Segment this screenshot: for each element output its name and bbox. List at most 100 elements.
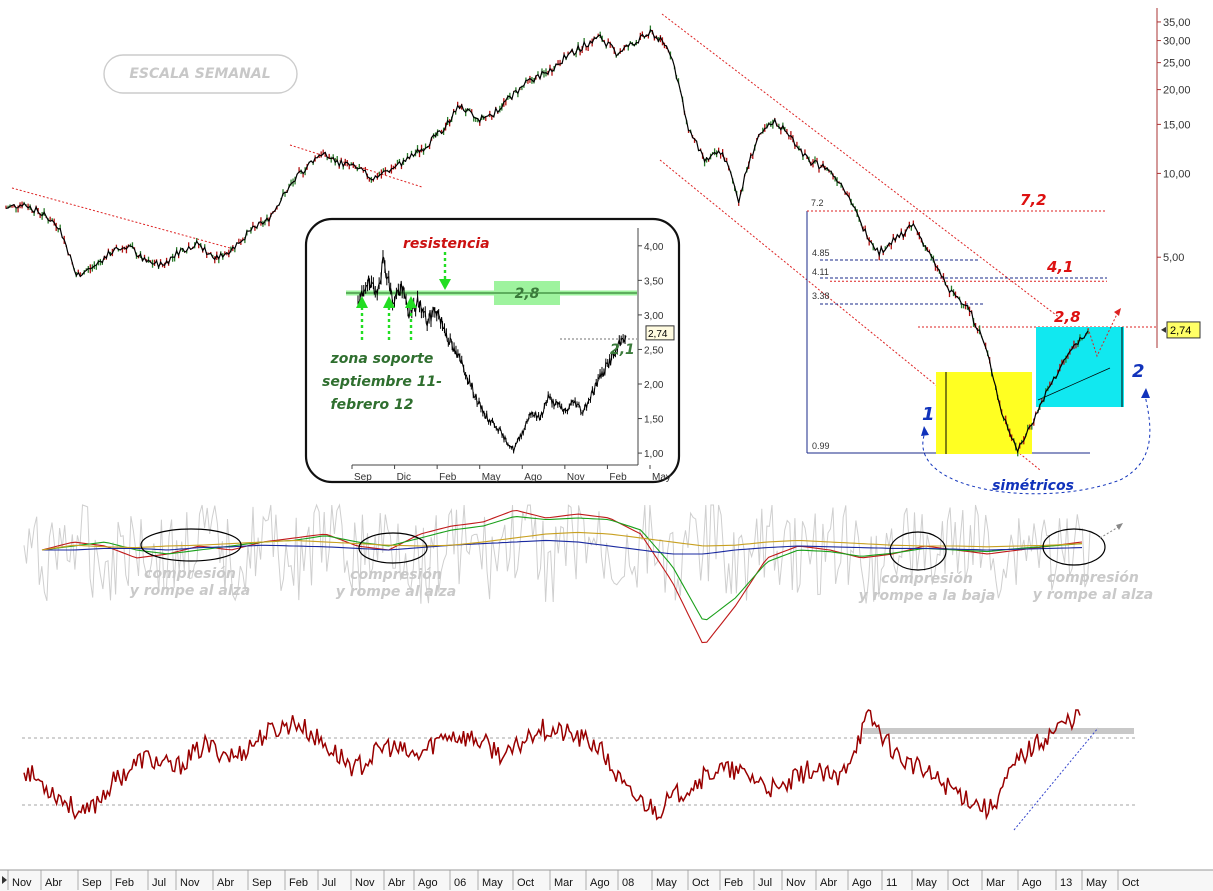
compression-note-1-1: y rompe al alza [336,584,456,600]
compression-note-2-0: compresión [881,571,973,587]
inset-tick-label-0: 4,00 [644,242,664,253]
compression-ellipses [140,523,1123,571]
inset-x-label-0: Sep [354,472,372,483]
x-label-20: Oct [692,877,709,889]
moving-average-panel [23,503,1091,644]
x-label-16: Mar [554,877,573,889]
inset-tick-label-6: 1,00 [644,449,664,460]
support-arrows [356,252,451,340]
time-axis: Nov Abr Sep Feb Jul Nov Abr Sep Feb Jul Nov Abr Ago 0… [0,869,1213,891]
box-label-2: 2 [1132,361,1145,382]
x-label-14: May [482,877,503,889]
projection-arrowhead [1114,308,1121,316]
compression-note-0-0: compresión [144,566,236,582]
inset-x-label-6: Feb [609,472,627,483]
ma-series-3 [41,531,1083,551]
x-label-0: Nov [12,877,32,889]
x-label-29: Mar [986,877,1005,889]
inset-x-label-5: Nov [567,472,585,483]
x-label-6: Abr [217,877,234,889]
price-tick-label-4: 15,00 [1163,119,1191,131]
inset-tick-label-1: 3,50 [644,276,664,287]
x-label-24: Abr [820,877,837,889]
price-tick-label-1: 30,00 [1163,36,1191,48]
compression-note-3-0: compresión [1047,570,1139,586]
support-zone-label-2: septiembre 11- [322,374,442,390]
inset-last-label: 2,74 [648,329,668,340]
ma-series-1 [41,516,1083,621]
inset-tick-label-3: 2,50 [644,345,664,356]
last-price-badge: 2,74 [1161,321,1201,339]
compression-note-3-1: y rompe al alza [1033,587,1153,603]
x-label-32: May [1086,877,1107,889]
x-label-12: Ago [418,877,438,889]
inset-tick-label-5: 1,50 [644,415,664,426]
level-label-4-1: 4,1 [1046,258,1074,276]
x-label-4: Jul [152,877,166,889]
oscillator-panel [22,709,1137,831]
price-tick-label-2: 25,00 [1163,58,1191,70]
inset-tick-label-2: 3,00 [644,311,664,322]
x-label-22: Jul [758,877,772,889]
ma-series-2 [42,539,1083,555]
scroll-left-icon[interactable] [2,876,7,884]
price-tick-label-0: 35,00 [1163,17,1191,29]
support-zone-label-1: zona soporte [330,351,434,367]
price-line [5,29,1089,454]
projection-arrow [1087,311,1119,358]
price-tick-label-5: 10,00 [1163,168,1191,180]
x-label-26: 11 [886,877,897,889]
compression-note-0-1: y rompe al alza [130,583,250,599]
x-label-9: Jul [322,877,336,889]
oscillator-resistance-band [863,728,1134,734]
resistance-label: resistencia [403,236,490,252]
x-label-1: Abr [45,877,62,889]
symmetric-label: simétricos [992,478,1074,494]
inset-x-label-1: Dic [397,472,411,483]
x-label-19: May [656,877,677,889]
fib-label-1: 4.85 [812,248,830,258]
inset-last-badge [645,325,675,341]
x-label-28: Oct [952,877,969,889]
compression-note-1-0: compresión [350,567,442,583]
fib-label-3: 3.38 [812,291,830,301]
fibonacci-retracement: 7.2 4.85 4.11 3.38 0.99 [806,198,1157,454]
x-label-31: 13 [1060,877,1072,889]
x-label-30: Ago [1022,877,1042,889]
inset-x-label-2: Feb [439,472,457,483]
box-label-1: 1 [922,404,935,425]
x-label-17: Ago [590,877,610,889]
last-price-label: 2,74 [1170,325,1191,337]
inset-x-label-7: May [652,472,671,483]
x-label-15: Oct [517,877,534,889]
price-tick-label-6: 5,00 [1163,252,1184,264]
level-label-7-2: 7,2 [1020,191,1047,209]
inset-price-line [357,255,627,452]
price-y-axis: 35,00 30,00 25,00 20,00 15,00 10,00 5,00 [1156,8,1191,348]
x-label-27: May [916,877,937,889]
inset-level-label-2-1: 2,1 [610,342,635,358]
support-zone-label-3: febrero 12 [331,397,414,413]
ma-background-noise [23,503,1091,604]
price-tick-label-3: 20,00 [1163,85,1191,97]
x-label-13: 06 [454,877,466,889]
symmetric-box-1 [936,372,1032,454]
x-label-5: Nov [180,877,200,889]
compression-note-2-1: y rompe a la baja [859,588,996,604]
scale-badge [103,54,298,94]
x-label-25: Ago [852,877,872,889]
x-label-8: Feb [289,877,308,889]
uptrend-support [1037,367,1111,401]
inset-level-label-2-8: 2,8 [515,286,540,302]
fib-label-2: 4.11 [812,267,829,277]
inset-daily-chart: 4,00 3,50 3,00 2,50 2,00 1,50 1,00 Sep Dic Feb May… [304,217,681,484]
oscillator-line [23,709,1081,821]
inset-tick-label-4: 2,00 [644,380,664,391]
x-label-11: Abr [388,877,405,889]
x-label-21: Feb [724,877,743,889]
x-label-2: Sep [82,877,102,889]
price-series [5,25,1089,457]
arc-arrowhead-left [921,426,929,436]
level-label-2-8: 2,8 [1054,308,1081,326]
